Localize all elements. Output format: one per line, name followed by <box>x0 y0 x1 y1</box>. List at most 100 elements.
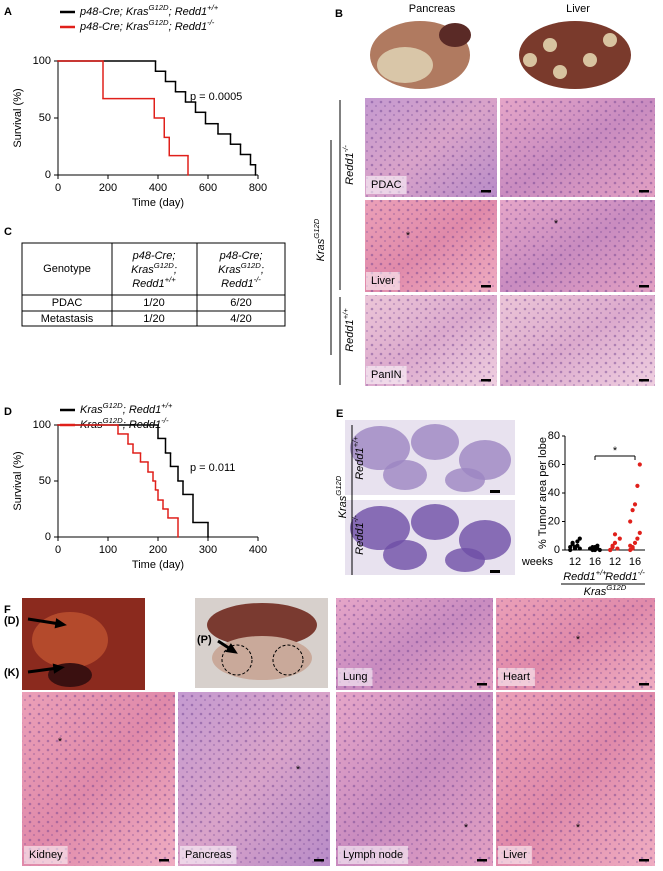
data-point <box>612 532 618 537</box>
asterisk: * <box>296 764 301 776</box>
superscript: +/+ <box>161 401 173 410</box>
lung-lobe <box>383 460 427 490</box>
table-cell: 1/20 <box>143 297 164 309</box>
legend-entry: KrasG12D; Redd1-/- <box>80 416 169 431</box>
group-label: Redd1-/- <box>605 568 645 583</box>
x-tick-label: 100 <box>99 544 117 556</box>
superscript: +/+ <box>596 568 608 577</box>
data-point <box>632 502 638 507</box>
text-part: Redd1 <box>354 522 366 554</box>
x-tick-label: 16 <box>589 556 601 568</box>
x-tick-label: 200 <box>149 544 167 556</box>
lung-lobe <box>411 504 459 540</box>
data-point <box>628 519 633 524</box>
text-part: Kras <box>315 238 327 261</box>
arrow-head <box>225 643 238 654</box>
image-label: PDAC <box>371 179 402 191</box>
arrow-head <box>52 663 65 674</box>
y-axis-title: Survival (%) <box>12 88 24 147</box>
text-part: ; Redd1 <box>123 419 162 431</box>
superscript: +/+ <box>351 436 360 448</box>
micrograph-texture <box>22 692 175 866</box>
text-part: Redd1 <box>354 447 366 479</box>
superscript: G12D <box>241 261 262 270</box>
y-tick-label: 60 <box>548 458 560 470</box>
image-label-bg <box>366 366 407 384</box>
scale-bar <box>477 859 487 862</box>
superscript: +/+ <box>207 3 219 12</box>
asterisk: * <box>464 822 469 834</box>
table-cell: 1/20 <box>143 313 164 325</box>
image-label-bg <box>180 846 237 864</box>
organ <box>207 603 317 647</box>
vertical-label: Redd1+/+ <box>351 436 366 480</box>
vertical-label: KrasG12D <box>312 218 327 261</box>
header-cell: Genotype <box>43 263 91 275</box>
lung-lobe <box>350 506 410 550</box>
liver-nodule <box>523 53 537 67</box>
image-label: PanIN <box>371 369 402 381</box>
data-point <box>595 546 600 551</box>
y-tick-label: 0 <box>554 544 560 556</box>
spleen <box>439 23 471 47</box>
text-part: p48-Cre; Kras <box>79 6 149 18</box>
superscript: -/- <box>638 568 646 577</box>
vertical-label: Redd1+/+ <box>341 308 356 352</box>
data-point <box>635 483 640 488</box>
data-point <box>610 543 615 548</box>
image-label: Pancreas <box>185 849 232 861</box>
header-cell: KrasG12D; <box>131 261 177 276</box>
legend-entry: KrasG12D; Redd1+/+ <box>80 401 173 416</box>
y-tick-label: 0 <box>45 531 51 543</box>
image-label: Kidney <box>29 849 63 861</box>
header-cell: KrasG12D; <box>218 261 264 276</box>
superscript: G12D <box>334 475 343 496</box>
tumor-outline <box>272 644 304 676</box>
x-tick-label: 16 <box>629 556 641 568</box>
column-header: Liver <box>566 3 590 15</box>
text-part: ; Redd1 <box>123 404 162 416</box>
y-tick-label: 20 <box>548 515 560 527</box>
data-point <box>577 536 582 541</box>
liver-nodule <box>603 33 617 47</box>
data-point <box>575 539 580 544</box>
liver-photo <box>519 21 631 89</box>
superscript: -/- <box>207 18 215 27</box>
text-part: p48-Cre; Kras <box>79 21 149 33</box>
tumor-outline <box>221 644 253 676</box>
text-part: Redd1 <box>605 571 637 583</box>
arrow <box>27 617 61 626</box>
arrow-label: (P) <box>197 634 212 646</box>
x-tick-label: 12 <box>569 556 581 568</box>
organ <box>212 636 312 680</box>
table-cell: Metastasis <box>41 313 94 325</box>
scale-bar <box>481 379 491 382</box>
image-label-bg <box>338 668 373 686</box>
vertical-label: KrasG12D <box>334 475 349 518</box>
asterisk: * <box>58 736 63 748</box>
panel-letter: E <box>336 408 343 420</box>
data-point <box>637 530 642 536</box>
asterisk: * <box>554 218 559 230</box>
superscript: G12D <box>103 401 124 410</box>
data-point <box>635 536 640 541</box>
text-part: ; Redd1 <box>169 21 208 33</box>
image-label: Heart <box>503 671 530 683</box>
legend-entry: p48-Cre; KrasG12D; Redd1+/+ <box>79 3 219 18</box>
data-point <box>572 545 578 550</box>
table-cell: 6/20 <box>230 297 251 309</box>
scale-bar <box>490 490 500 493</box>
pancreas-tumor <box>377 47 433 83</box>
text-part: ; <box>174 264 177 276</box>
micrograph-texture <box>500 200 655 292</box>
x-tick-label: 400 <box>149 182 167 194</box>
data-point <box>615 546 620 551</box>
text-part: Kras <box>584 586 607 598</box>
liver-nodule <box>553 65 567 79</box>
data-point <box>570 542 575 547</box>
image-label-bg <box>24 846 68 864</box>
y-tick-label: 100 <box>33 419 51 431</box>
superscript: G12D <box>154 261 175 270</box>
micrograph-texture <box>496 692 655 866</box>
text-part: Redd1 <box>563 571 595 583</box>
